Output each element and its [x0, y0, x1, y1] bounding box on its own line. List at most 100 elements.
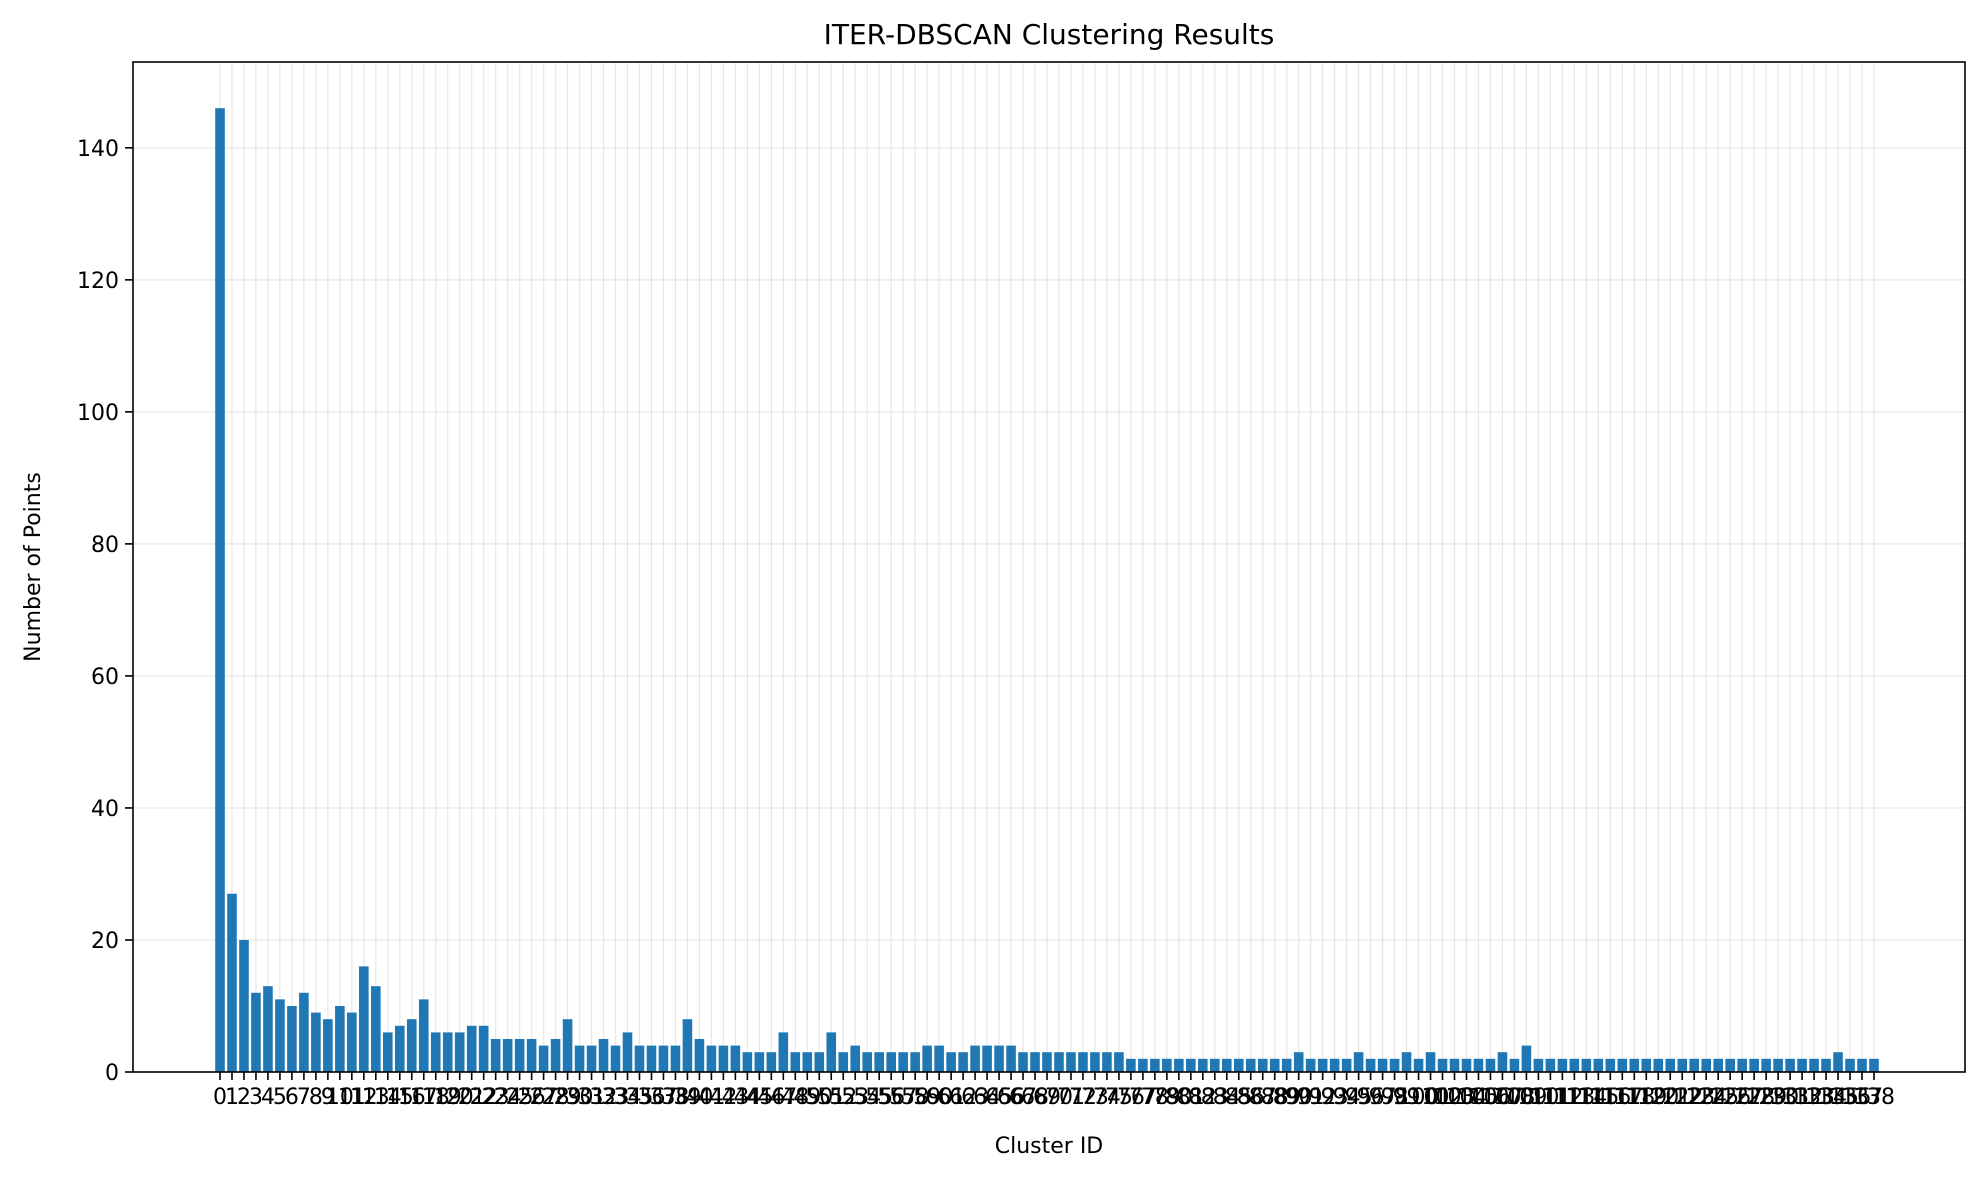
x-tick-label: 29 — [554, 1085, 582, 1110]
x-tick-label: 14 — [374, 1085, 402, 1110]
x-tick-label: 33 — [602, 1085, 630, 1110]
bar — [1821, 1058, 1831, 1072]
bar — [1377, 1058, 1388, 1072]
x-tick-label: 67 — [1009, 1085, 1037, 1110]
x-tick-label: 131 — [1769, 1085, 1811, 1110]
x-tick-label: 44 — [733, 1085, 761, 1110]
x-tick-label: 115 — [1577, 1085, 1619, 1110]
x-tick-label: 83 — [1201, 1085, 1229, 1110]
bar — [1689, 1058, 1700, 1072]
x-tick-label: 40 — [685, 1085, 713, 1110]
bar — [347, 1012, 357, 1072]
x-tick-label: 81 — [1177, 1085, 1205, 1110]
x-tick-label: 19 — [434, 1085, 462, 1110]
bar — [311, 1012, 321, 1072]
bar — [1461, 1058, 1472, 1072]
bar — [610, 1045, 621, 1072]
x-tick-label: 1 — [225, 1085, 239, 1110]
x-tick-label: 38 — [661, 1085, 689, 1110]
bar — [1341, 1058, 1352, 1072]
bar — [1845, 1058, 1855, 1072]
x-tick-label: 35 — [625, 1085, 653, 1110]
bar — [1701, 1058, 1711, 1072]
bar — [778, 1032, 789, 1072]
bar — [562, 1019, 573, 1072]
x-tick-label: 117 — [1601, 1085, 1643, 1110]
x-tick-label: 69 — [1033, 1085, 1061, 1110]
x-tick-label: 54 — [853, 1085, 881, 1110]
x-tick-label: 68 — [1021, 1085, 1049, 1110]
bar — [1389, 1058, 1400, 1072]
x-tick-label: 75 — [1105, 1085, 1133, 1110]
bar — [1497, 1052, 1508, 1072]
bar — [1126, 1058, 1136, 1072]
x-tick-label: 102 — [1422, 1085, 1464, 1110]
bar — [1485, 1058, 1496, 1072]
x-tick-label: 8 — [309, 1085, 323, 1110]
bar — [1713, 1058, 1723, 1072]
y-axis-ticks: 0 20 40 60 80 100 120 140 — [77, 137, 133, 1086]
bar — [706, 1045, 717, 1072]
plot-frame — [132, 61, 1966, 1073]
y-tick-label: 60 — [91, 665, 119, 690]
bar — [898, 1052, 908, 1072]
x-tick-label: 43 — [721, 1085, 749, 1110]
x-tick-label: 7 — [297, 1085, 311, 1110]
bar — [670, 1045, 681, 1072]
bar — [1269, 1058, 1280, 1072]
x-tick-label: 133 — [1793, 1085, 1835, 1110]
bar — [215, 108, 225, 1072]
x-tick-label: 20 — [446, 1085, 474, 1110]
bar — [1605, 1058, 1616, 1072]
x-tick-label: 58 — [901, 1085, 929, 1110]
x-tick-label: 80 — [1165, 1085, 1193, 1110]
x-tick-label: 39 — [673, 1085, 701, 1110]
x-tick-label: 46 — [757, 1085, 785, 1110]
bar — [970, 1045, 980, 1072]
x-tick-label: 62 — [949, 1085, 977, 1110]
bar — [910, 1052, 920, 1072]
bar — [418, 999, 429, 1072]
x-tick-label: 106 — [1469, 1085, 1511, 1110]
y-tick-label: 100 — [77, 401, 119, 426]
bar — [1030, 1052, 1040, 1072]
bar — [1305, 1058, 1316, 1072]
bar — [1581, 1058, 1592, 1072]
bar — [1281, 1058, 1292, 1072]
x-tick-label: 21 — [458, 1085, 486, 1110]
bar — [694, 1038, 705, 1072]
bar — [490, 1038, 501, 1072]
x-tick-label: 72 — [1069, 1085, 1097, 1110]
x-tick-label: 127 — [1721, 1085, 1763, 1110]
bar — [1353, 1052, 1364, 1072]
x-tick-label: 17 — [410, 1085, 438, 1110]
x-tick-label: 55 — [865, 1085, 893, 1110]
bar — [646, 1045, 657, 1072]
bar — [742, 1052, 753, 1072]
x-tick-label: 26 — [518, 1085, 546, 1110]
x-tick-label: 111 — [1529, 1085, 1571, 1110]
bar — [1593, 1058, 1604, 1072]
bar — [1809, 1058, 1819, 1072]
x-tick-label: 119 — [1625, 1085, 1667, 1110]
bar — [1186, 1058, 1196, 1072]
y-tick-label: 40 — [91, 797, 119, 822]
chart-title: ITER-DBSCAN Clustering Results — [824, 18, 1275, 51]
x-tick-label: 65 — [985, 1085, 1013, 1110]
x-tick-label: 90 — [1285, 1085, 1313, 1110]
bar — [323, 1019, 333, 1072]
x-tick-label: 128 — [1733, 1085, 1775, 1110]
bar — [658, 1045, 669, 1072]
bar — [1569, 1058, 1580, 1072]
x-tick-label: 97 — [1369, 1085, 1397, 1110]
bar — [1629, 1058, 1640, 1072]
bar — [874, 1052, 884, 1072]
bar — [1233, 1058, 1244, 1072]
y-tick-label: 20 — [91, 929, 119, 954]
bar — [1006, 1045, 1016, 1072]
x-tick-label: 71 — [1057, 1085, 1085, 1110]
x-tick-label: 113 — [1553, 1085, 1595, 1110]
bar — [550, 1038, 561, 1072]
x-axis-label: Cluster ID — [995, 1134, 1104, 1159]
